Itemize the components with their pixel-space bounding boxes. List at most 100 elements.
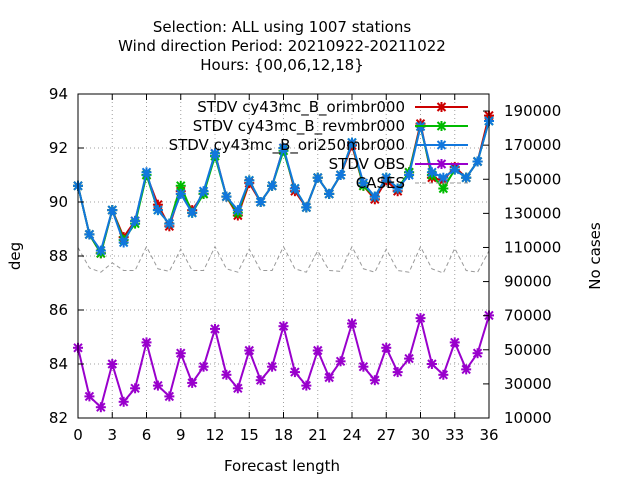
y2-tick-label: 110000	[504, 238, 561, 256]
y-tick-label: 92	[49, 139, 68, 157]
data-point	[426, 167, 437, 178]
data-point	[278, 321, 289, 332]
data-point	[392, 367, 403, 378]
y2-tick-label: 150000	[504, 170, 561, 188]
legend-marker	[436, 140, 447, 150]
data-point	[415, 313, 426, 324]
data-point	[278, 143, 289, 153]
y2-tick-label: 70000	[504, 307, 552, 325]
legend-entry: CASES	[356, 174, 468, 192]
x-tick-label: 24	[342, 426, 361, 444]
data-point	[118, 237, 129, 248]
data-point	[141, 337, 152, 348]
data-point	[358, 178, 369, 189]
data-point	[267, 180, 278, 191]
legend-label: STDV cy43mc_B_orimbr000	[197, 98, 405, 117]
y2-tick-label: 50000	[504, 341, 552, 359]
data-point	[198, 361, 209, 372]
x-tick-label: 21	[308, 426, 327, 444]
data-point	[335, 356, 346, 367]
x-tick-label: 18	[274, 426, 293, 444]
data-point	[175, 348, 186, 359]
legend-marker	[436, 102, 447, 112]
data-point	[369, 375, 380, 386]
data-point	[210, 148, 220, 159]
title-line-3: Hours: {00,06,12,18}	[200, 56, 364, 74]
data-point	[95, 402, 106, 413]
data-point	[426, 359, 437, 369]
legend-entry: STDV cy43mc_B_ori250mbr000	[169, 136, 468, 155]
data-point	[232, 205, 243, 216]
data-point	[301, 380, 312, 391]
series-stdv-obs	[73, 310, 494, 413]
data-point	[289, 367, 300, 378]
data-point	[369, 191, 380, 202]
x-tick-label: 27	[377, 426, 396, 444]
y2-tick-label: 170000	[504, 136, 561, 154]
data-point	[84, 391, 95, 402]
x-axis-label: Forecast length	[224, 457, 340, 475]
data-point	[210, 323, 220, 334]
data-point	[335, 170, 346, 180]
data-point	[255, 197, 266, 207]
title-line-2: Wind direction Period: 20210922-20211022	[118, 37, 446, 55]
data-point	[130, 215, 141, 226]
data-point	[187, 377, 198, 388]
legend-label: STDV cy43mc_B_ori250mbr000	[169, 136, 405, 155]
y2-tick-label: 130000	[504, 204, 561, 222]
data-point	[221, 191, 232, 202]
y-tick-label: 86	[49, 301, 68, 319]
axes: 0 3 6 9 12 15 18 21 24 27 30 33 36828486889092941000…	[49, 85, 561, 444]
data-point	[404, 170, 415, 180]
legend-label: STDV cy43mc_B_revmbr000	[193, 117, 405, 136]
series-line	[77, 245, 490, 274]
data-point	[95, 245, 106, 256]
data-point	[244, 345, 255, 356]
data-point	[289, 183, 300, 194]
data-point	[324, 372, 335, 383]
data-point	[221, 369, 232, 380]
data-point	[187, 207, 198, 218]
data-point	[152, 205, 163, 216]
data-point	[175, 188, 186, 199]
y2-tick-label: 30000	[504, 375, 552, 393]
y-tick-label: 94	[49, 85, 68, 103]
data-point	[255, 375, 266, 386]
y-tick-label: 90	[49, 193, 68, 211]
data-point	[267, 361, 278, 372]
data-point	[198, 186, 209, 197]
chart-title: Selection: ALL using 1007 stations Wind …	[118, 18, 446, 74]
x-tick-label: 9	[176, 426, 186, 444]
data-point	[358, 361, 369, 372]
data-point	[461, 172, 472, 183]
data-point	[449, 337, 460, 348]
data-point	[107, 205, 118, 216]
x-tick-label: 30	[411, 426, 430, 444]
data-point	[152, 380, 163, 391]
data-point	[312, 172, 323, 183]
data-point	[107, 359, 118, 369]
legend-label: STDV OBS	[329, 155, 405, 173]
legend-entry: STDV OBS	[329, 155, 468, 173]
data-point	[461, 364, 472, 375]
data-point	[301, 202, 312, 213]
grid	[78, 94, 489, 418]
legend-marker	[436, 121, 447, 131]
title-line-1: Selection: ALL using 1007 stations	[153, 18, 412, 36]
data-point	[347, 137, 357, 148]
data-point	[312, 345, 323, 356]
data-point	[381, 172, 392, 183]
y-tick-label: 84	[49, 355, 68, 373]
data-point	[438, 183, 449, 194]
data-point	[449, 164, 460, 175]
x-tick-label: 3	[107, 426, 117, 444]
data-point	[164, 391, 175, 402]
data-point	[164, 218, 175, 229]
series-cases	[77, 245, 490, 274]
y-tick-label: 82	[49, 409, 68, 427]
data-point	[232, 383, 243, 394]
data-point	[472, 348, 483, 359]
x-tick-label: 15	[240, 426, 259, 444]
data-point	[392, 183, 403, 194]
